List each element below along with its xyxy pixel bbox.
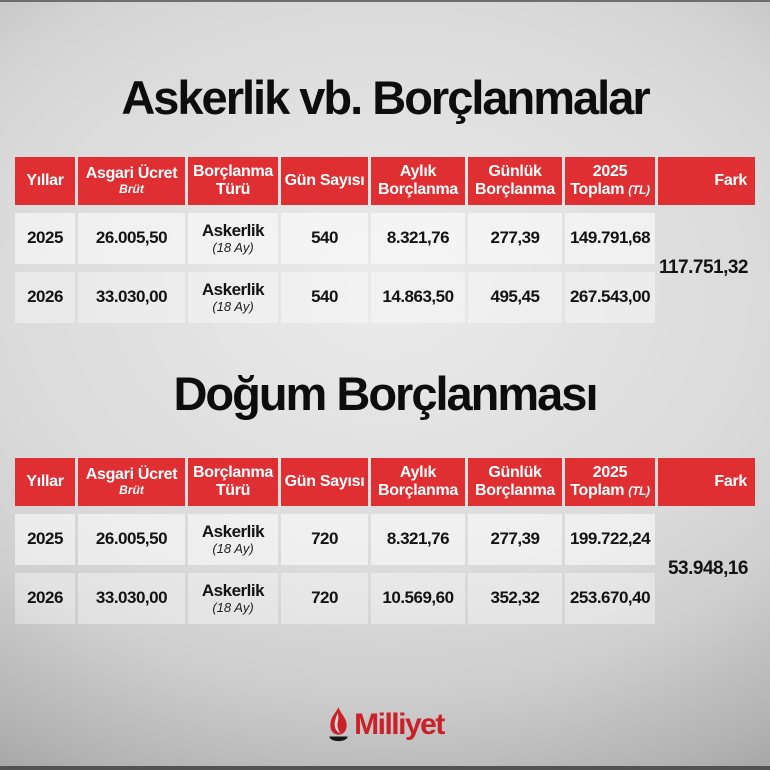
cell-yil: 2026 [15, 272, 75, 323]
header-cell-gunluk-borclanma: Günlük Borçlanma [468, 458, 562, 506]
header-unit: (TL) [628, 183, 650, 197]
header-label: Toplam (TL) [570, 181, 650, 198]
header-label: Türü [215, 482, 251, 499]
header-label: Gün Sayısı [284, 473, 365, 491]
cell-gunluk-borclanma: 277,39 [468, 213, 562, 264]
cell-gun-sayisi: 540 [281, 213, 368, 264]
header-label: Toplam (TL) [570, 482, 650, 499]
cell-borclanma-turu-sub: (18 Ay) [212, 541, 254, 557]
header-label: Günlük [488, 464, 542, 482]
header-label: Aylık [399, 163, 437, 181]
cell-borclanma-turu: Askerlik (18 Ay) [188, 272, 278, 323]
header-label: Borçlanma [475, 181, 555, 198]
cell-toplam: 267.543,00 [565, 272, 655, 323]
cell-toplam: 253.670,40 [565, 573, 655, 624]
cell-aylik-borclanma: 10.569,60 [371, 573, 465, 624]
header-label: Borçlanma [378, 482, 458, 499]
header-cell-gunluk-borclanma: Günlük Borçlanma [468, 157, 562, 205]
header-cell-gun-sayisi: Gün Sayısı [281, 157, 368, 205]
header-label: Fark [714, 172, 747, 190]
section-title-dogum: Doğum Borçlanması [173, 367, 598, 420]
cell-asgari-ucret: 33.030,00 [78, 573, 185, 624]
cell-asgari-ucret: 26.005,50 [78, 213, 185, 264]
cell-aylik-borclanma: 14.863,50 [371, 272, 465, 323]
flame-icon [329, 707, 348, 742]
header-label: 2025 [592, 464, 628, 482]
header-label: Türü [215, 181, 251, 198]
cell-gun-sayisi: 540 [281, 272, 368, 323]
cell-toplam: 149.791,68 [565, 213, 655, 264]
header-label: Asgari Ücret [85, 165, 178, 183]
top-edge-line [0, 0, 770, 2]
cell-borclanma-turu-sub: (18 Ay) [212, 600, 254, 616]
header-label: Asgari Ücret [85, 466, 178, 484]
cell-asgari-ucret: 33.030,00 [78, 272, 185, 323]
header-cell-borclanma-turu: Borçlanma Türü [188, 157, 278, 205]
milliyet-logo: Milliyet [0, 706, 770, 743]
askerlik-table: Yıllar Asgari Ücret Brüt Borçlanma Türü … [15, 157, 755, 323]
cell-borclanma-turu: Askerlik (18 Ay) [188, 573, 278, 624]
header-label: 2025 [592, 163, 628, 181]
cell-yil: 2025 [15, 213, 75, 264]
header-cell-yillar: Yıllar [15, 157, 75, 205]
header-unit: (TL) [628, 484, 650, 498]
header-cell-aylik-borclanma: Aylık Borçlanma [371, 458, 465, 506]
header-cell-2025-toplam: 2025 Toplam (TL) [565, 458, 655, 506]
header-cell-2025-toplam: 2025 Toplam (TL) [565, 157, 655, 205]
header-sublabel: Brüt [119, 483, 144, 498]
header-label: Gün Sayısı [284, 172, 365, 190]
cell-asgari-ucret: 26.005,50 [78, 514, 185, 565]
cell-aylik-borclanma: 8.321,76 [371, 514, 465, 565]
header-cell-gun-sayisi: Gün Sayısı [281, 458, 368, 506]
cell-gun-sayisi: 720 [281, 514, 368, 565]
header-cell-aylik-borclanma: Aylık Borçlanma [371, 157, 465, 205]
header-label: Aylık [399, 464, 437, 482]
header-cell-asgari-ucret: Asgari Ücret Brüt [78, 157, 185, 205]
cell-toplam: 199.722,24 [565, 514, 655, 565]
section-title-askerlik: Askerlik vb. Borçlanmalar [121, 71, 650, 124]
header-label: Borçlanma [475, 482, 555, 499]
header-label: Borçlanma [193, 464, 273, 482]
cell-fark: 53.948,16 [667, 557, 749, 579]
bottom-edge-line [0, 766, 770, 770]
header-label: Fark [714, 473, 747, 491]
dogum-table: Yıllar Asgari Ücret Brüt Borçlanma Türü … [15, 458, 755, 624]
cell-gunluk-borclanma: 277,39 [468, 514, 562, 565]
header-label: Borçlanma [378, 181, 458, 198]
cell-gunluk-borclanma: 495,45 [468, 272, 562, 323]
cell-gunluk-borclanma: 352,32 [468, 573, 562, 624]
cell-aylik-borclanma: 8.321,76 [371, 213, 465, 264]
cell-borclanma-turu: Askerlik (18 Ay) [188, 514, 278, 565]
header-label: Günlük [488, 163, 542, 181]
cell-borclanma-turu-sub: (18 Ay) [212, 299, 254, 315]
cell-yil: 2026 [15, 573, 75, 624]
header-label: Borçlanma [193, 163, 273, 181]
cell-borclanma-turu-sub: (18 Ay) [212, 240, 254, 256]
cell-fark: 117.751,32 [658, 256, 749, 278]
milliyet-wordmark: Milliyet [354, 707, 445, 741]
header-cell-borclanma-turu: Borçlanma Türü [188, 458, 278, 506]
header-label: Yıllar [26, 473, 64, 491]
header-cell-yillar: Yıllar [15, 458, 75, 506]
cell-yil: 2025 [15, 514, 75, 565]
cell-gun-sayisi: 720 [281, 573, 368, 624]
cell-borclanma-turu: Askerlik (18 Ay) [188, 213, 278, 264]
header-sublabel: Brüt [119, 182, 144, 197]
header-label: Yıllar [26, 172, 64, 190]
header-cell-asgari-ucret: Asgari Ücret Brüt [78, 458, 185, 506]
header-cell-fark: Fark [658, 458, 755, 506]
header-cell-fark: Fark [658, 157, 755, 205]
